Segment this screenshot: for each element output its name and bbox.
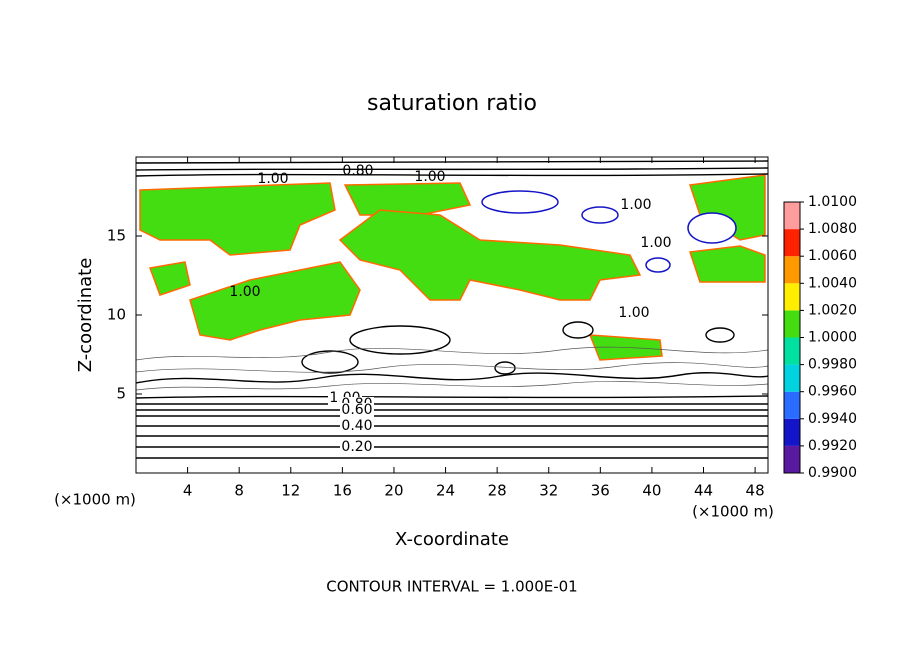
colorbar-band — [784, 283, 800, 311]
contour-label-bg — [340, 440, 374, 454]
chart-title: saturation ratio — [367, 91, 537, 116]
colorbar-band — [784, 229, 800, 257]
footer: CONTOUR INTERVAL = 1.000E-01 — [326, 578, 577, 596]
contour-label: 1.00 — [640, 235, 671, 251]
contour-label: 1.00 — [229, 284, 260, 300]
contour-label-bg — [340, 419, 374, 433]
x-tick-label: 32 — [539, 482, 558, 500]
contour-label: 0.80 — [342, 163, 373, 179]
x-tick-label: 44 — [694, 482, 713, 500]
colorbar-band — [784, 310, 800, 338]
colorbar-band — [784, 202, 800, 230]
colorbar-band — [784, 364, 800, 392]
colorbar-band — [784, 256, 800, 284]
contour-label: 1.00 — [257, 171, 288, 187]
subsaturated-hole — [481, 190, 737, 273]
contour-label: 1.00 — [414, 169, 445, 185]
x-tick-label: 28 — [488, 482, 507, 500]
colorbar-label: 1.0020 — [808, 302, 857, 318]
colorbar-label: 1.0060 — [808, 248, 857, 264]
contour-label-bg — [340, 403, 374, 417]
x-tick-label: 48 — [746, 482, 765, 500]
colorbar-label: 1.0100 — [808, 194, 857, 210]
x-tick-label: 4 — [183, 482, 193, 500]
colorbar-label: 1.0080 — [808, 221, 857, 237]
contour-label: 1.00 — [620, 197, 651, 213]
contour-label: 1.00 — [618, 305, 649, 321]
y-tick-label: 5 — [116, 385, 126, 403]
x-tick-label: 8 — [234, 482, 244, 500]
colorbar-band — [784, 418, 800, 446]
x-tick-label: 12 — [281, 482, 300, 500]
colorbar-band — [784, 337, 800, 365]
colorbar-label: 1.0040 — [808, 275, 857, 291]
contour-line — [136, 160, 768, 459]
y-axis-label: Z-coordinate — [75, 258, 96, 373]
x-axis-label: X-coordinate — [395, 529, 509, 550]
colorbar-label: 1.0000 — [808, 330, 857, 346]
minor-contour — [136, 346, 768, 391]
x-tick-label: 16 — [333, 482, 352, 500]
x-unit: (×1000 m) — [692, 503, 774, 521]
colorbar-band — [784, 445, 800, 473]
y-unit: (×1000 m) — [54, 491, 136, 509]
colorbar-label: 0.9940 — [808, 411, 857, 427]
supersaturated-region — [139, 174, 766, 361]
contour-label: 0.40 — [341, 418, 372, 434]
x-tick-label: 20 — [384, 482, 403, 500]
contour-label: 0.60 — [341, 402, 372, 418]
y-tick-label: 10 — [107, 306, 126, 324]
x-tick-label: 36 — [591, 482, 610, 500]
x-tick-label: 24 — [436, 482, 455, 500]
colorbar-label: 0.9980 — [808, 357, 857, 373]
y-tick-label: 15 — [107, 227, 126, 245]
colorbar-label: 0.9920 — [808, 438, 857, 454]
colorbar-label: 0.9960 — [808, 384, 857, 400]
x-tick-label: 40 — [642, 482, 661, 500]
contour-field — [136, 160, 768, 459]
colorbar-band — [784, 391, 800, 419]
colorbar-label: 0.9900 — [808, 465, 857, 481]
contour-label: 0.20 — [341, 439, 372, 455]
